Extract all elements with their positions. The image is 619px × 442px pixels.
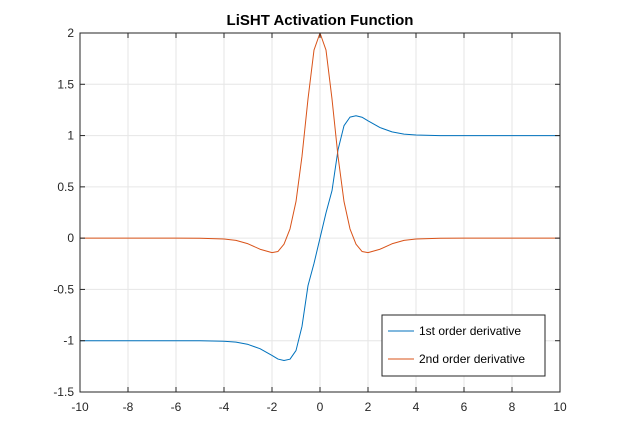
x-tick-label: -4 [219, 400, 230, 414]
y-tick-label: 0 [67, 231, 74, 245]
x-tick-label: 10 [553, 400, 567, 414]
x-tick-label: 4 [413, 400, 420, 414]
legend-box [381, 314, 546, 377]
x-tick-label: -10 [71, 400, 89, 414]
legend-label-1: 1st order derivative [419, 324, 521, 338]
y-tick-label: -0.5 [53, 282, 74, 296]
x-tick-label: 8 [509, 400, 516, 414]
x-tick-label: -6 [171, 400, 182, 414]
tick-labels: -10 -8 -6 -4 -2 0 2 4 6 8 10 -1.5 -1 -0.5 0 0.5 1 1.5 2 [53, 26, 567, 414]
y-tick-label: 2 [67, 26, 74, 40]
legend-label-2: 2nd order derivative [419, 352, 525, 366]
y-tick-label: -1 [63, 334, 74, 348]
x-tick-label: 0 [317, 400, 324, 414]
y-tick-label: 1 [67, 129, 74, 143]
y-tick-label: 0.5 [57, 180, 74, 194]
x-tick-label: -2 [267, 400, 278, 414]
y-tick-label: 1.5 [57, 77, 74, 91]
x-tick-label: 2 [365, 400, 372, 414]
chart-title: LiSHT Activation Function [227, 12, 414, 29]
y-tick-label: -1.5 [53, 385, 74, 399]
legend: 1st order derivative 2nd order derivative [381, 314, 546, 377]
x-tick-label: -8 [123, 400, 134, 414]
tick-marks [79, 32, 561, 393]
series-line-1 [79, 115, 561, 362]
x-tick-label: 6 [461, 400, 468, 414]
